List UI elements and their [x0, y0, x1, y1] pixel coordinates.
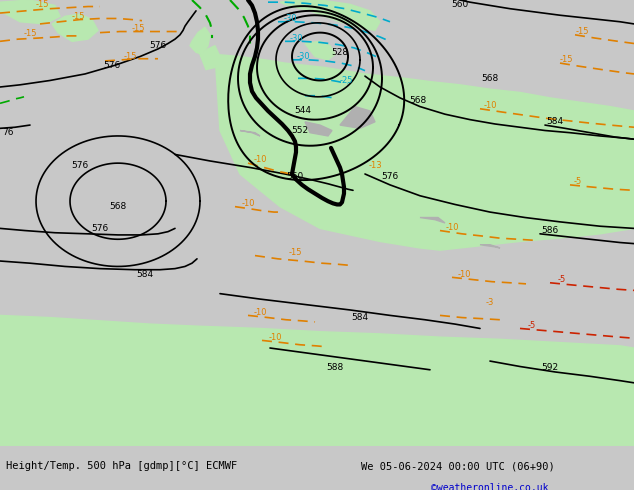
Text: -15: -15 — [23, 29, 37, 38]
Text: 568: 568 — [410, 96, 427, 104]
Text: -10: -10 — [483, 101, 497, 110]
Text: 568: 568 — [481, 74, 498, 83]
Text: -10: -10 — [253, 308, 267, 317]
Polygon shape — [420, 218, 445, 223]
Text: -25: -25 — [339, 76, 353, 85]
Text: 584: 584 — [351, 313, 368, 322]
Text: 76: 76 — [3, 128, 14, 137]
Text: -15: -15 — [131, 24, 145, 33]
Text: 560: 560 — [287, 172, 304, 181]
Text: -5: -5 — [558, 275, 566, 284]
Text: 560: 560 — [451, 0, 469, 9]
Text: 584: 584 — [547, 117, 564, 126]
Text: 592: 592 — [541, 363, 559, 372]
Polygon shape — [0, 316, 634, 446]
Text: -15: -15 — [288, 248, 302, 257]
Text: 544: 544 — [295, 106, 311, 116]
Text: -15: -15 — [123, 52, 137, 61]
Text: -25: -25 — [273, 0, 287, 2]
Text: -15: -15 — [559, 55, 573, 64]
Text: 576: 576 — [91, 224, 108, 233]
Text: 576: 576 — [72, 161, 89, 170]
Text: 584: 584 — [136, 270, 153, 279]
Polygon shape — [190, 27, 210, 54]
Text: -10: -10 — [242, 199, 255, 208]
Text: 588: 588 — [327, 363, 344, 372]
Polygon shape — [280, 0, 380, 30]
Polygon shape — [480, 245, 500, 248]
Polygon shape — [200, 46, 220, 70]
Text: -30: -30 — [296, 52, 310, 61]
Text: 586: 586 — [541, 226, 559, 235]
Text: -20: -20 — [233, 0, 247, 1]
Text: -30: -30 — [289, 33, 303, 43]
Polygon shape — [305, 122, 332, 136]
Text: 576: 576 — [103, 61, 120, 70]
Text: 528: 528 — [332, 48, 349, 57]
Text: -30: -30 — [283, 14, 297, 23]
Polygon shape — [215, 54, 634, 250]
Text: -3: -3 — [486, 298, 494, 307]
Text: -13: -13 — [368, 161, 382, 170]
Text: -15: -15 — [575, 27, 589, 36]
Text: We 05-06-2024 00:00 UTC (06+90): We 05-06-2024 00:00 UTC (06+90) — [361, 462, 555, 471]
Text: 568: 568 — [110, 202, 127, 211]
Text: -10: -10 — [457, 270, 471, 279]
Text: -5: -5 — [528, 320, 536, 330]
Text: 552: 552 — [292, 126, 309, 135]
Text: -10: -10 — [253, 155, 267, 164]
Polygon shape — [0, 0, 60, 24]
Text: -10: -10 — [268, 333, 281, 342]
Text: ©weatheronline.co.uk: ©weatheronline.co.uk — [431, 483, 548, 490]
Polygon shape — [52, 14, 98, 41]
Text: 576: 576 — [150, 41, 167, 50]
Text: Height/Temp. 500 hPa [gdmp][°C] ECMWF: Height/Temp. 500 hPa [gdmp][°C] ECMWF — [6, 462, 238, 471]
Polygon shape — [305, 41, 335, 60]
Polygon shape — [340, 107, 375, 128]
Text: -15: -15 — [71, 12, 85, 21]
Text: -5: -5 — [574, 177, 582, 186]
Polygon shape — [240, 130, 260, 136]
Text: 576: 576 — [382, 172, 399, 181]
Text: -15: -15 — [36, 0, 49, 9]
Text: -10: -10 — [445, 223, 459, 232]
